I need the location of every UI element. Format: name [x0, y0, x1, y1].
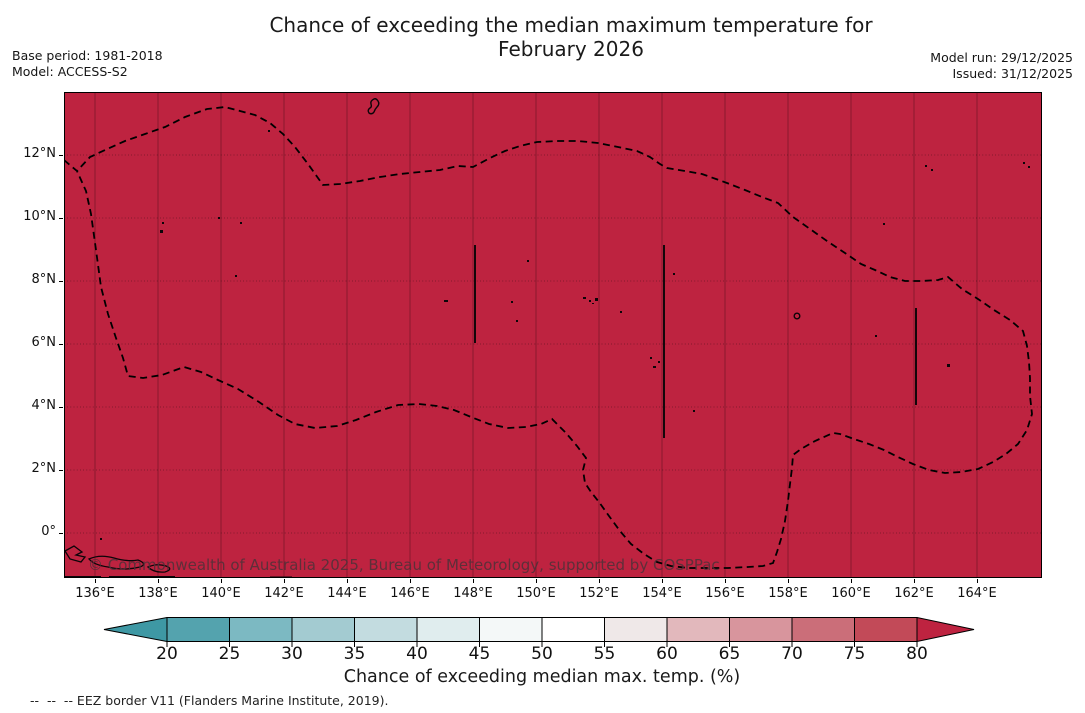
x-tick-label: 154°E	[642, 586, 682, 601]
colorbar-tick-label: 65	[718, 644, 741, 664]
plot-frame	[64, 92, 1042, 578]
x-tick-mark	[284, 579, 285, 583]
x-tick-mark	[347, 579, 348, 583]
y-tick-mark	[59, 470, 63, 471]
guam-outline	[367, 98, 380, 115]
x-tick-mark	[473, 579, 474, 583]
x-tick-label: 136°E	[75, 586, 115, 601]
colorbar-cell	[604, 617, 668, 642]
x-tick-mark	[977, 579, 978, 583]
x-tick-label: 152°E	[579, 586, 619, 601]
longitude-gridlines	[94, 92, 978, 578]
colorbar-tick-label: 40	[406, 644, 428, 664]
colorbar-tick-label: 30	[281, 644, 303, 664]
y-tick-label: 8°N	[31, 272, 57, 287]
title-line-2: February 2026	[498, 37, 644, 61]
colorbar-cell	[791, 617, 855, 642]
y-tick-label: 6°N	[31, 335, 57, 350]
copyright-watermark: © Commonwealth of Australia 2025, Bureau…	[88, 556, 720, 574]
run-metadata: Model run: 29/12/2025 Issued: 31/12/2025	[930, 50, 1073, 82]
x-tick-mark	[851, 579, 852, 583]
title-line-1: Chance of exceeding the median maximum t…	[269, 13, 873, 37]
y-tick-label: 2°N	[31, 461, 57, 476]
x-tick-mark	[536, 579, 537, 583]
x-tick-label: 148°E	[453, 586, 493, 601]
y-tick-label: 10°N	[23, 209, 56, 224]
x-tick-label: 162°E	[894, 586, 934, 601]
x-tick-label: 160°E	[831, 586, 871, 601]
y-tick-label: 12°N	[23, 146, 56, 161]
x-tick-label: 142°E	[264, 586, 304, 601]
y-tick-mark	[59, 344, 63, 345]
colorbar-tick-label: 35	[343, 644, 366, 664]
model-text: Model: ACCESS-S2	[12, 64, 128, 79]
coastline-outlines	[64, 545, 171, 573]
x-tick-label: 158°E	[768, 586, 808, 601]
y-tick-mark	[59, 281, 63, 282]
map-fill	[64, 92, 1042, 578]
eez-legend-note: -- -- -- EEZ border V11 (Flanders Marine…	[30, 693, 389, 708]
x-tick-mark	[599, 579, 600, 583]
base-period-text: Base period: 1981-2018	[12, 48, 163, 63]
island-marks	[100, 98, 1030, 540]
colorbar-cell	[479, 617, 543, 642]
colorbar-cell	[666, 617, 730, 642]
x-tick-mark	[95, 579, 96, 583]
x-tick-mark	[158, 579, 159, 583]
colorbar-tick-label: 45	[468, 644, 491, 664]
x-tick-mark	[788, 579, 789, 583]
colorbar-axis-label: Chance of exceeding median max. temp. (%…	[343, 667, 741, 687]
x-tick-mark	[221, 579, 222, 583]
x-tick-mark	[410, 579, 411, 583]
x-tick-label: 138°E	[138, 586, 178, 601]
x-tick-label: 150°E	[516, 586, 556, 601]
x-tick-label: 146°E	[390, 586, 430, 601]
colorbar-cell	[166, 617, 230, 642]
y-tick-mark	[59, 407, 63, 408]
x-tick-label: 144°E	[327, 586, 367, 601]
colorbar	[103, 617, 975, 647]
colorbar-cell	[541, 617, 605, 642]
model-run-text: Model run: 29/12/2025	[930, 50, 1073, 65]
colorbar-tick-label: 50	[531, 644, 553, 664]
x-tick-mark	[662, 579, 663, 583]
colorbar-tick-label: 20	[156, 644, 178, 664]
colorbar-cell	[291, 617, 355, 642]
colorbar-cell	[416, 617, 480, 642]
y-tick-label: 0°	[41, 524, 56, 539]
colorbar-tick-label: 75	[843, 644, 866, 664]
colorbar-cell	[854, 617, 918, 642]
page-title: Chance of exceeding the median maximum t…	[269, 13, 872, 61]
x-tick-mark	[725, 579, 726, 583]
colorbar-tick-label: 60	[656, 644, 678, 664]
y-tick-mark	[59, 533, 63, 534]
model-metadata: Base period: 1981-2018 Model: ACCESS-S2	[12, 48, 163, 80]
colorbar-over-arrow	[916, 617, 975, 643]
issued-text: Issued: 31/12/2025	[952, 66, 1074, 81]
x-tick-label: 156°E	[705, 586, 745, 601]
y-tick-mark	[59, 155, 63, 156]
colorbar-tick-label: 70	[781, 644, 803, 664]
colorbar-cell	[354, 617, 418, 642]
colorbar-cell	[229, 617, 293, 642]
y-tick-label: 4°N	[31, 398, 57, 413]
map-plot: © Commonwealth of Australia 2025, Bureau…	[64, 92, 1042, 578]
colorbar-under-arrow	[103, 617, 168, 643]
colorbar-tick-label: 80	[906, 644, 928, 664]
x-tick-label: 164°E	[957, 586, 997, 601]
x-tick-label: 140°E	[201, 586, 241, 601]
colorbar-tick-label: 25	[218, 644, 241, 664]
colorbar-cell	[729, 617, 793, 642]
y-tick-mark	[59, 218, 63, 219]
x-tick-mark	[914, 579, 915, 583]
island-chain-lines	[474, 245, 917, 438]
eez-border-outline	[64, 106, 1033, 569]
colorbar-tick-label: 55	[593, 644, 616, 664]
